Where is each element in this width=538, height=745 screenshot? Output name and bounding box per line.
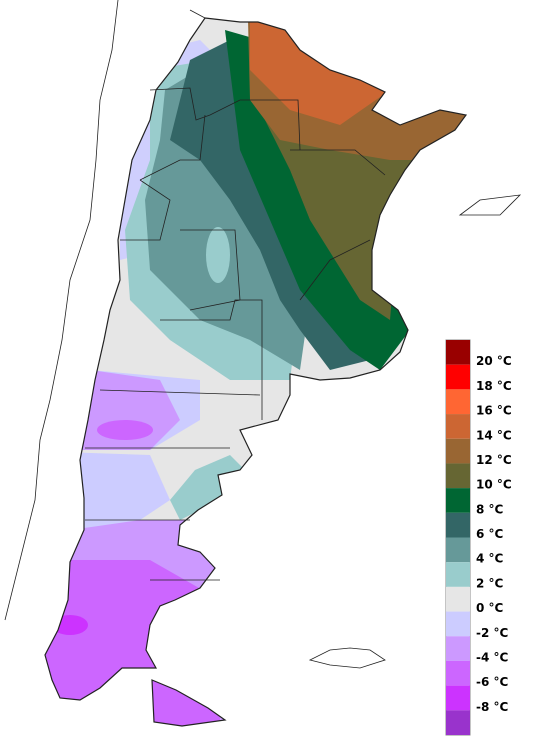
legend-label: 14 °C — [476, 428, 512, 442]
legend-label: 8 °C — [476, 502, 504, 516]
islands — [308, 194, 522, 669]
legend-swatch — [446, 611, 470, 637]
legend-label: 20 °C — [476, 354, 512, 368]
legend-label: 16 °C — [476, 404, 512, 418]
legend-swatch — [446, 438, 470, 464]
legend-label: 2 °C — [476, 576, 504, 590]
legend-label: 4 °C — [476, 552, 504, 566]
chile-outline — [4, 0, 206, 621]
legend-swatch — [446, 710, 470, 735]
legend-swatch — [446, 562, 470, 587]
legend-label: -6 °C — [476, 675, 509, 689]
legend-swatch — [446, 488, 470, 513]
legend-label: -2 °C — [476, 626, 509, 640]
legend-swatch — [446, 586, 470, 612]
legend-label: 0 °C — [476, 601, 504, 615]
legend-label: 6 °C — [476, 527, 504, 541]
legend-swatch — [446, 389, 470, 415]
legend-swatch — [446, 364, 470, 390]
legend-label: 12 °C — [476, 453, 512, 467]
legend-swatch — [446, 537, 470, 563]
legend-label: 10 °C — [476, 478, 512, 492]
province-borders — [85, 87, 386, 581]
legend-swatch — [446, 636, 470, 661]
legend-swatch — [446, 463, 470, 489]
legend-label: -4 °C — [476, 650, 509, 664]
legend-swatch — [446, 660, 470, 686]
legend-swatch — [446, 512, 470, 538]
legend-swatch — [446, 685, 470, 711]
legend-label: -8 °C — [476, 700, 509, 714]
legend-swatch — [446, 414, 470, 439]
legend-label: 18 °C — [476, 379, 512, 393]
legend-swatch — [446, 340, 470, 365]
